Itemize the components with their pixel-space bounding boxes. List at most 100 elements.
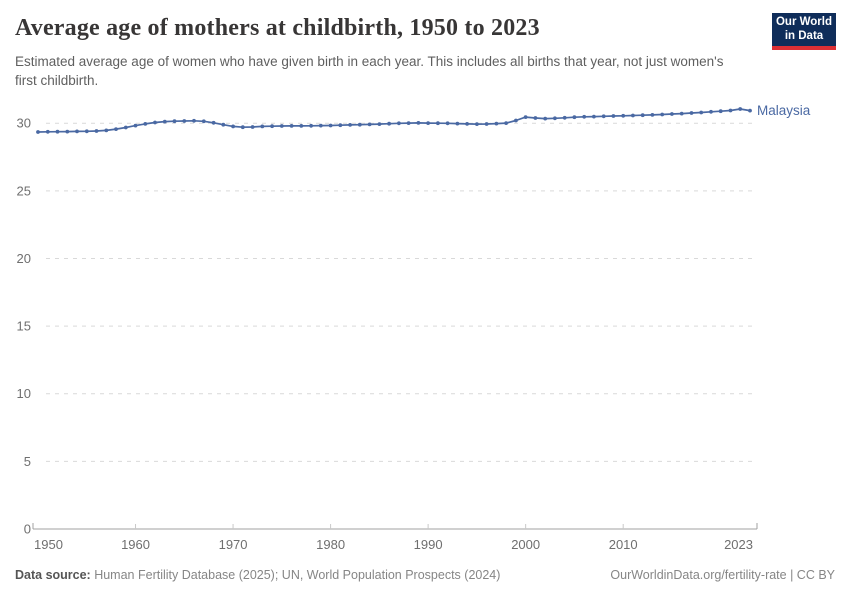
data-point (36, 130, 40, 134)
y-tick-label: 5 (24, 454, 31, 469)
data-line-malaysia (37, 108, 751, 133)
owid-logo-line2: in Data (784, 29, 824, 42)
data-point (748, 108, 752, 113)
data-point (523, 115, 528, 119)
data-point (279, 124, 284, 128)
data-point (240, 125, 245, 130)
data-point (192, 118, 196, 123)
data-point (338, 123, 343, 128)
data-point (162, 119, 167, 124)
data-point (533, 116, 538, 120)
y-tick-label: 20 (17, 251, 31, 266)
data-point (621, 113, 626, 118)
data-point (357, 122, 362, 127)
data-point (543, 116, 548, 121)
data-point (572, 115, 577, 120)
data-point (631, 113, 635, 118)
footer-citation-link[interactable]: OurWorldinData.org/fertility-rate | CC B… (610, 568, 835, 582)
data-point (455, 121, 460, 126)
data-point (387, 121, 391, 126)
data-point (592, 114, 596, 119)
series-label: Malaysia (757, 103, 811, 118)
data-point (699, 110, 704, 115)
y-tick-label: 30 (17, 116, 31, 131)
data-point (670, 112, 674, 116)
data-point (270, 124, 274, 129)
data-point (426, 121, 430, 125)
data-point (153, 120, 157, 125)
data-point (640, 113, 645, 118)
y-tick-label: 25 (17, 183, 31, 198)
data-source-text: Data source: Human Fertility Database (2… (15, 568, 500, 582)
data-point (299, 124, 304, 128)
data-point (231, 124, 236, 129)
data-point (289, 124, 294, 128)
data-point (397, 121, 401, 126)
x-tick-label: 1990 (414, 537, 443, 552)
data-point (689, 111, 694, 115)
chart-footer: Data source: Human Fertility Database (2… (15, 568, 835, 582)
y-tick-label: 15 (17, 319, 31, 334)
data-point (728, 108, 733, 113)
data-point (562, 115, 567, 120)
owid-logo-line1: Our World (775, 16, 832, 28)
data-point (504, 121, 508, 125)
x-tick-label: 2023 (724, 537, 753, 552)
data-point (553, 116, 557, 121)
data-point (709, 109, 713, 114)
data-point (328, 123, 333, 128)
data-point (738, 107, 743, 111)
page-title: Average age of mothers at childbirth, 19… (15, 15, 540, 41)
data-point (601, 114, 606, 119)
x-tick-label: 1980 (316, 537, 345, 552)
data-point (201, 119, 206, 124)
data-point (309, 123, 313, 128)
data-point (611, 114, 616, 118)
data-point (94, 129, 99, 133)
data-point (367, 122, 372, 127)
data-point (494, 121, 499, 126)
data-point (318, 123, 323, 128)
y-tick-label: 0 (24, 522, 31, 537)
data-point (45, 129, 50, 134)
data-point (250, 125, 255, 129)
data-point (718, 109, 723, 114)
data-point (475, 122, 479, 126)
data-point (406, 121, 411, 125)
chart-subtitle: Estimated average age of women who have … (15, 54, 724, 88)
data-point (348, 123, 352, 127)
x-tick-label: 2010 (609, 537, 638, 552)
owid-logo[interactable]: Our World in Data (772, 13, 836, 50)
x-tick-label: 1960 (121, 537, 150, 552)
data-point (172, 119, 177, 124)
data-point (182, 119, 187, 123)
data-point (660, 112, 665, 117)
data-point (211, 120, 216, 125)
x-tick-label: 1950 (34, 537, 63, 552)
data-point (650, 113, 655, 117)
data-point (445, 121, 450, 126)
data-point (75, 129, 79, 134)
data-point (679, 111, 684, 116)
data-point (436, 121, 440, 126)
y-tick-label: 10 (17, 386, 31, 401)
data-point (143, 122, 148, 126)
data-point (123, 125, 128, 130)
data-point (104, 128, 109, 133)
data-point (484, 122, 489, 126)
data-point (514, 118, 518, 123)
data-point (114, 127, 118, 131)
data-point (416, 121, 421, 125)
data-point (465, 122, 469, 126)
data-point (133, 123, 138, 128)
data-point (221, 122, 226, 127)
data-point (65, 129, 70, 134)
data-point (55, 129, 60, 134)
data-point (260, 124, 265, 129)
data-point (377, 122, 382, 126)
data-source-value: Human Fertility Database (2025); UN, Wor… (90, 568, 501, 582)
data-source-label: Data source: (15, 568, 91, 582)
x-tick-label: 2000 (511, 537, 540, 552)
